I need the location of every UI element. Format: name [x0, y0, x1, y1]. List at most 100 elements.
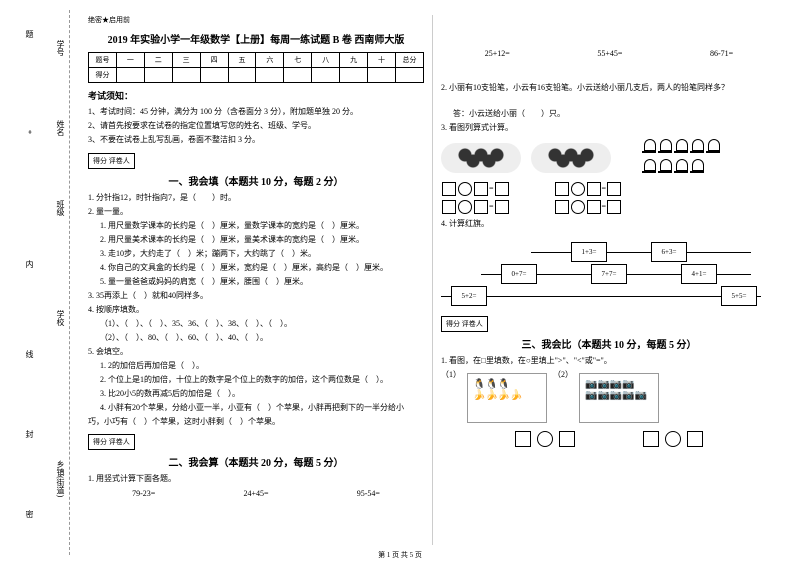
flag-1: 0+7= [501, 264, 537, 284]
th-3: 三 [172, 53, 200, 68]
binding-mark-feng: 封 [24, 430, 35, 438]
section-3-title: 三、我会比（本题共 10 分，每题 5 分） [441, 336, 777, 351]
sc-2[interactable] [144, 68, 172, 83]
th-2: 二 [144, 53, 172, 68]
cmp-num[interactable] [687, 431, 703, 447]
secret-label: 绝密★启用前 [88, 15, 424, 25]
bell-icon [690, 139, 704, 155]
s2-q3: 3. 看图列算式计算。 [441, 122, 777, 134]
sc-9[interactable] [340, 68, 368, 83]
th-7: 七 [284, 53, 312, 68]
notice-2: 2、请首先按要求在试卷的指定位置填写您的姓名、班级、学号。 [88, 120, 424, 131]
s1-q4-2: （2）、（ ）、80、（ ）、60、（ ）、40、（ ）。 [88, 332, 424, 344]
flag-6: 4+1= [681, 264, 717, 284]
scorer-box-3: 得分 评卷人 [441, 316, 488, 332]
cmp-op[interactable] [665, 431, 681, 447]
calc-5: 55+45= [597, 49, 622, 58]
sc-7[interactable] [284, 68, 312, 83]
bell-icon [690, 159, 704, 175]
th-0: 题号 [89, 53, 117, 68]
cmp-num[interactable] [643, 431, 659, 447]
calc-4: 25+12= [485, 49, 510, 58]
cmp-num[interactable] [515, 431, 531, 447]
scorer-box-1: 得分 评卷人 [88, 153, 135, 169]
s1-q3: 3. 35再添上（ ）就和40同样多。 [88, 290, 424, 302]
eq-result[interactable] [495, 200, 509, 214]
binding-mark-mi: 密 [24, 510, 35, 518]
bell-icon [674, 139, 688, 155]
eq-operand[interactable] [474, 200, 488, 214]
calc-row-1: 79-23= 24+45= 95-54= [88, 489, 424, 498]
s1-q5-3: 3. 比20小5的数再减5后的加倍是（ ）。 [88, 388, 424, 400]
flag-5: 5+2= [451, 286, 487, 306]
th-6: 六 [256, 53, 284, 68]
eq-operator[interactable] [571, 200, 585, 214]
bell-group [641, 138, 721, 178]
th-5: 五 [228, 53, 256, 68]
bell-icon [706, 139, 720, 155]
cmp-op[interactable] [537, 431, 553, 447]
th-9: 九 [340, 53, 368, 68]
eq-operand[interactable] [555, 182, 569, 196]
calc-1: 79-23= [132, 489, 155, 498]
sc-10[interactable] [368, 68, 396, 83]
th-10: 十 [368, 53, 396, 68]
eq-result[interactable] [495, 182, 509, 196]
flag-3: 1+3= [571, 242, 607, 262]
binding-margin: 学号 姓名 班级 学校 乡镇(街道) 题 * 内 线 封 密 [20, 10, 70, 555]
cmp-label-1: （1） [441, 370, 461, 379]
flag-line-bot [441, 296, 761, 297]
eq-operator[interactable] [458, 182, 472, 196]
cmp-label-2: （2） [553, 370, 573, 379]
score-header-row: 题号 一 二 三 四 五 六 七 八 九 十 总分 [89, 53, 424, 68]
compare-answer-row [441, 431, 777, 449]
eq-result[interactable] [607, 200, 621, 214]
binding-mark-nei: 内 [24, 260, 35, 268]
binding-mark-star: * [24, 130, 33, 134]
sc-8[interactable] [312, 68, 340, 83]
sc-3[interactable] [172, 68, 200, 83]
binding-label-xuehao: 学号 [55, 40, 66, 56]
camera-icon: 📷📷📷📷📷📷📷📷📷 [585, 379, 653, 401]
s1-q4-1: （1）、（ ）、（ ）、35、36、（ ）、38、（ ）、（ ）。 [88, 318, 424, 330]
page-footer: 第 1 页 共 5 页 [0, 550, 800, 560]
right-column: 25+12= 55+45= 86-71= 2. 小丽有10支铅笔，小云有16支铅… [433, 15, 785, 545]
binding-label-name: 姓名 [55, 120, 66, 136]
s1-q5-4: 4. 小胖有20个苹果，分给小亚一半，小亚有（ ）个苹果，小胖再把剩下的一半分给… [88, 402, 424, 414]
sc-6[interactable] [256, 68, 284, 83]
sc-4[interactable] [200, 68, 228, 83]
s1-q2: 2. 量一量。 [88, 206, 424, 218]
score-value-row: 得分 [89, 68, 424, 83]
eq-operator[interactable] [571, 182, 585, 196]
row2-label: 得分 [89, 68, 117, 83]
eq-result[interactable] [607, 182, 621, 196]
sc-1[interactable] [116, 68, 144, 83]
notice-1: 1、考试时间：45 分钟，满分为 100 分（含卷面分 3 分），附加题单独 2… [88, 106, 424, 117]
equation-row-2: = = [441, 200, 777, 214]
notice-3: 3、不要在试卷上乱写乱画，卷面不整洁扣 3 分。 [88, 134, 424, 145]
eq-operand[interactable] [555, 200, 569, 214]
s1-q5: 5. 会填空。 [88, 346, 424, 358]
fruit-group-2 [531, 143, 611, 173]
s2-ans2: 答：小云送给小丽（ ）只。 [441, 108, 777, 120]
compare-area: （1） 🐧🐧🐧🍌🍌🍌🍌 （2） 📷📷📷📷📷📷📷📷📷 [441, 369, 777, 427]
binding-mark-xian: 线 [24, 350, 35, 358]
eq-operand[interactable] [474, 182, 488, 196]
s2-q4: 4. 计算红旗。 [441, 218, 777, 230]
th-11: 总分 [395, 53, 423, 68]
eq-operand[interactable] [587, 182, 601, 196]
binding-mark-ti: 题 [24, 30, 35, 38]
eq-operand[interactable] [587, 200, 601, 214]
section-2-title: 二、我会算（本题共 20 分，每题 5 分） [88, 454, 424, 469]
sc-5[interactable] [228, 68, 256, 83]
s1-q2-2: 2. 用尺量美术课本的长约是（ ）厘米，量美术课本的宽约是（ ）厘米。 [88, 234, 424, 246]
flag-7: 5+5= [721, 286, 757, 306]
binding-label-school: 学校 [55, 310, 66, 326]
eq-operator[interactable] [458, 200, 472, 214]
eq-operand[interactable] [442, 200, 456, 214]
s2-q2: 2. 小丽有10支铅笔，小云有16支铅笔。小云送给小丽几支后，两人的铅笔同样多？ [441, 82, 777, 94]
eq-operand[interactable] [442, 182, 456, 196]
cmp-num[interactable] [559, 431, 575, 447]
bell-icon [674, 159, 688, 175]
sc-total[interactable] [395, 68, 423, 83]
